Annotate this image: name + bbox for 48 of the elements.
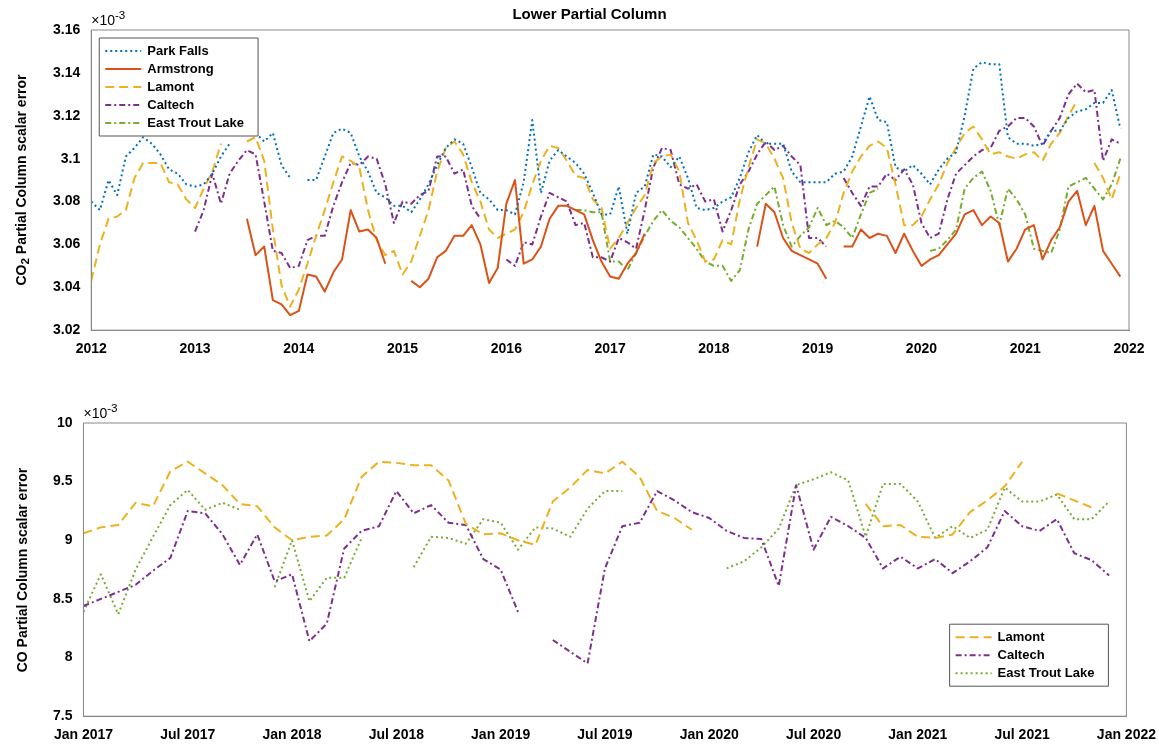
x-tick-label: 2020: [905, 340, 938, 357]
x-tick-label: 2014: [283, 340, 315, 357]
x-tick-label: Jan 2017: [53, 726, 114, 743]
y-tick-label: 3.1: [60, 149, 81, 166]
x-tick-label: Jan 2021: [888, 726, 948, 743]
y-tick-label: 8.5: [52, 589, 73, 606]
x-tick-label: Jan 2020: [679, 726, 740, 743]
x-tick-label: Jan 2018: [262, 726, 322, 743]
y-tick-label: 7.5: [52, 707, 73, 724]
y-tick-label: 3.06: [53, 235, 81, 252]
x-tick-label: Jul 2019: [577, 726, 633, 743]
x-tick-label: Jul 2020: [785, 726, 842, 743]
chart-title: Lower Partial Column: [512, 5, 667, 23]
y-tick-label: 9.5: [52, 472, 73, 489]
legend-label: Lamont: [147, 78, 195, 94]
x-tick-label: 2015: [387, 340, 419, 357]
text: ×10$^{-3}$: [83, 401, 118, 421]
legend-label: East Trout Lake: [147, 114, 245, 130]
y-tick-label: 3.16: [53, 20, 81, 37]
legend-label: Lamont: [997, 628, 1046, 644]
y-tick-label: 10: [56, 413, 73, 430]
y-tick-label: 3.02: [53, 321, 81, 338]
x-tick-label: 2022: [1113, 340, 1145, 357]
y-tick-label: 8: [64, 648, 73, 665]
legend-label: Park Falls: [147, 42, 209, 58]
x-tick-label: Jan 2022: [1096, 726, 1157, 743]
y-tick-label: 3.08: [53, 192, 81, 209]
x-tick-label: 2021: [1009, 340, 1042, 357]
x-tick-label: Jul 2021: [994, 726, 1050, 743]
legend-label: Caltech: [997, 646, 1045, 662]
y-tick-label: 3.14: [53, 63, 81, 80]
text: ×10$^{-3}$: [91, 8, 126, 28]
x-tick-label: Jan 2019: [471, 726, 531, 743]
x-tick-label: 2017: [594, 340, 626, 357]
x-tick-label: 2019: [802, 340, 834, 357]
y-tick-label: 3.04: [53, 278, 81, 295]
x-tick-label: Jul 2018: [368, 726, 425, 743]
x-tick-label: 2013: [179, 340, 211, 357]
legend-label: Armstrong: [147, 60, 214, 76]
legend-label: East Trout Lake: [997, 664, 1095, 680]
x-tick-label: Jul 2017: [160, 726, 216, 743]
x-tick-label: 2016: [490, 340, 523, 357]
y-axis-title: CO Partial Column scalar error: [14, 467, 30, 672]
y-tick-label: 9: [64, 531, 73, 548]
legend-label: Caltech: [147, 96, 195, 112]
y-tick-label: 3.12: [53, 106, 81, 123]
x-tick-label: 2012: [75, 340, 108, 357]
x-tick-label: 2018: [698, 340, 730, 357]
